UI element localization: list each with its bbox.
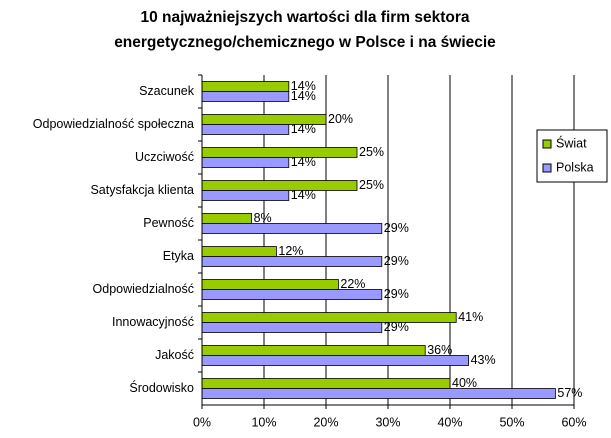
y-tick-label: Środowisko: [129, 380, 194, 395]
bar: [201, 388, 556, 399]
value-label: 29%: [384, 287, 409, 301]
x-tick-label: 60%: [561, 415, 586, 429]
value-label: 22%: [340, 277, 365, 291]
y-tick-label: Jakość: [155, 348, 194, 362]
value-label: 12%: [278, 244, 303, 258]
bar: [201, 322, 383, 333]
bar: [201, 223, 383, 234]
value-label: 14%: [291, 89, 316, 103]
bar: [201, 180, 358, 191]
value-label: 57%: [557, 386, 582, 400]
bar: [201, 279, 339, 290]
bar: [201, 289, 383, 300]
bar: [201, 345, 426, 356]
value-label: 14%: [291, 122, 316, 136]
bar: [201, 213, 252, 224]
y-tick-label: Pewność: [143, 216, 194, 230]
value-label: 29%: [384, 221, 409, 235]
chart-title: energetycznego/chemicznego w Polsce i na…: [114, 34, 496, 51]
value-label: 43%: [471, 353, 496, 367]
bar: [201, 190, 290, 201]
bar: [201, 256, 383, 267]
value-label: 8%: [254, 211, 272, 225]
bar: [201, 312, 457, 323]
y-tick-label: Innowacyjność: [112, 315, 194, 329]
bar: [201, 81, 290, 92]
value-label: 40%: [452, 376, 477, 390]
value-label: 14%: [291, 79, 316, 93]
x-tick-label: 20%: [313, 415, 338, 429]
y-tick-label: Szacunek: [139, 84, 195, 98]
value-label: 29%: [384, 254, 409, 268]
legend-swatch: [542, 163, 552, 173]
legend-label: Świat: [556, 135, 587, 150]
bar: [201, 157, 290, 168]
legend-label: Polska: [556, 160, 594, 174]
value-label: 36%: [427, 343, 452, 357]
x-tick-label: 40%: [437, 415, 462, 429]
value-label: 29%: [384, 320, 409, 334]
value-label: 41%: [458, 310, 483, 324]
y-tick-label: Odpowiedzialność: [93, 282, 194, 296]
x-tick-label: 10%: [251, 415, 276, 429]
value-label: 14%: [291, 155, 316, 169]
bar: [201, 355, 470, 366]
y-tick-label: Etyka: [163, 249, 194, 263]
legend-swatch: [542, 139, 552, 149]
bar: [201, 147, 358, 158]
value-label: 25%: [359, 145, 384, 159]
value-label: 20%: [328, 112, 353, 126]
bar: [201, 91, 290, 102]
bar: [201, 378, 451, 389]
x-tick-label: 0%: [193, 415, 211, 429]
bar: [201, 124, 290, 135]
value-label: 14%: [291, 188, 316, 202]
x-tick-label: 30%: [375, 415, 400, 429]
y-tick-label: Odpowiedzialność społeczna: [33, 117, 194, 131]
y-tick-label: Uczciwość: [135, 150, 194, 164]
legend-box: [536, 129, 608, 183]
bar: [201, 246, 277, 257]
x-tick-label: 50%: [499, 415, 524, 429]
value-label: 25%: [359, 178, 384, 192]
chart-title: 10 najważniejszych wartości dla firm sek…: [140, 9, 469, 26]
y-tick-label: Satysfakcja klienta: [90, 183, 194, 197]
